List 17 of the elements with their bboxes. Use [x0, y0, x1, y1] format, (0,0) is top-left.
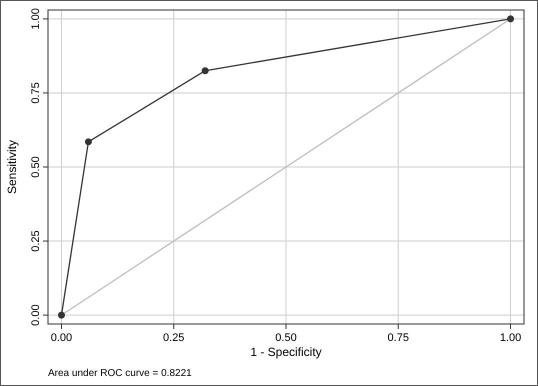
- x-tick-label: 0.25: [163, 332, 184, 344]
- x-tick-label: 0.50: [275, 332, 297, 344]
- point: [507, 15, 514, 22]
- y-tick-label: 1.00: [30, 8, 42, 30]
- text: Area under ROC curve = 0.8221: [48, 368, 192, 379]
- y-axis-title: Sensitivity: [5, 140, 19, 194]
- x-axis-title: 1 - Specificity: [250, 345, 322, 359]
- y-tick-label: 0.25: [30, 230, 42, 252]
- y-tick-label: 0.50: [30, 156, 42, 178]
- y-tick-label: 0.00: [30, 304, 42, 326]
- point: [84, 138, 92, 146]
- y-tick-label: 0.75: [30, 82, 42, 104]
- x-tick-label: 0.00: [50, 332, 72, 344]
- point: [202, 67, 209, 74]
- x-tick-label: 0.75: [388, 332, 409, 344]
- point: [58, 312, 65, 319]
- x-tick-label: 1.00: [500, 332, 522, 344]
